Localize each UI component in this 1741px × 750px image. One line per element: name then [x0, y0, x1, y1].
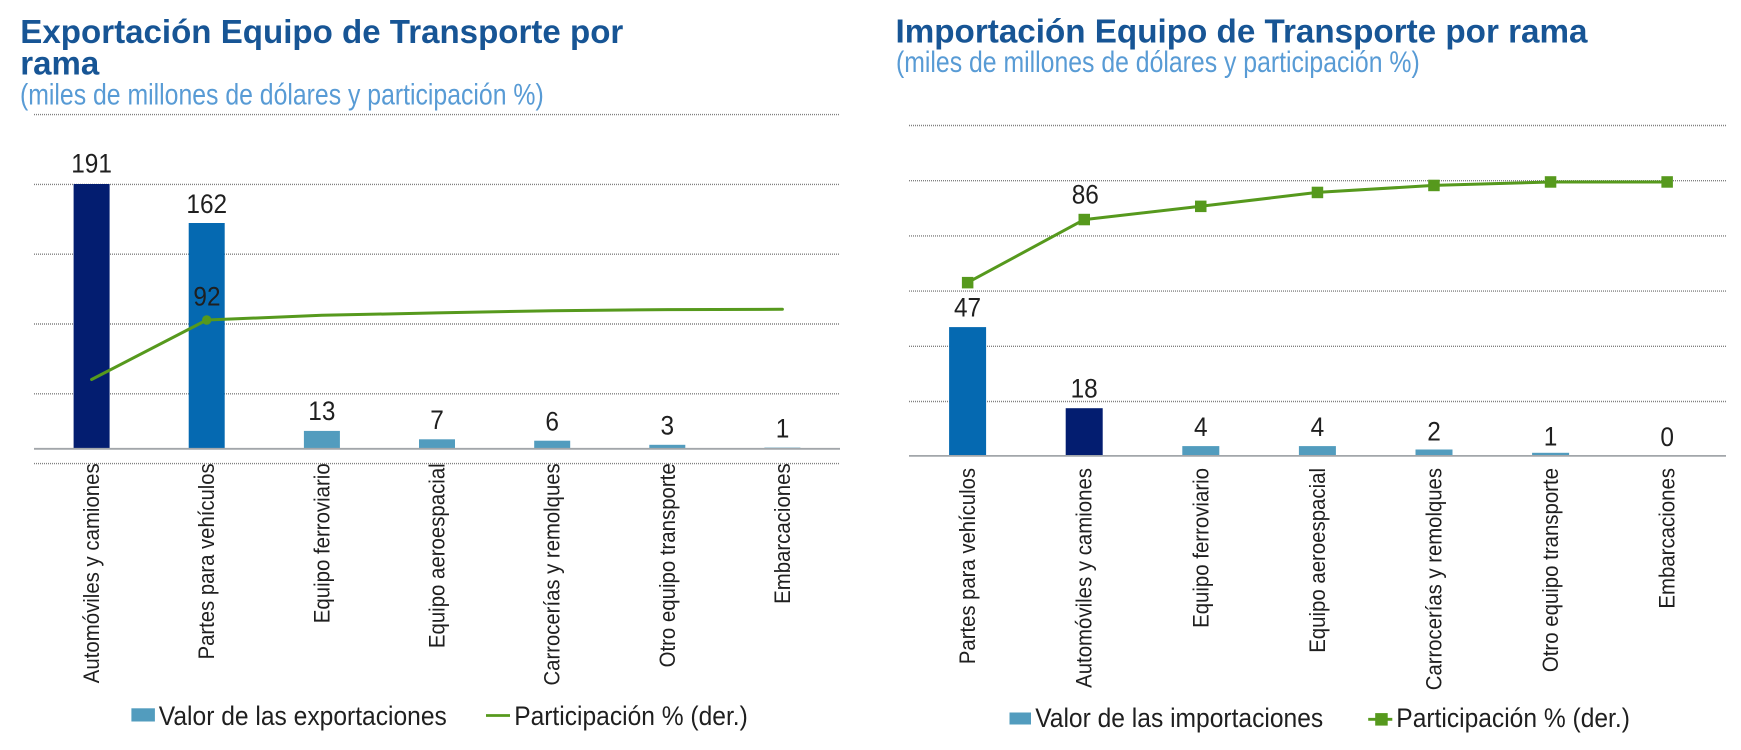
svg-text:6: 6 [545, 406, 559, 436]
svg-text:Embarcaciones: Embarcaciones [1655, 468, 1680, 609]
svg-text:2: 2 [1427, 416, 1441, 446]
svg-text:Equipo aeroespacial: Equipo aeroespacial [1305, 468, 1330, 653]
svg-text:191: 191 [71, 149, 112, 179]
svg-text:Equipo ferroviario: Equipo ferroviario [309, 463, 334, 623]
svg-text:4: 4 [1311, 412, 1325, 442]
svg-text:(miles de millones de dólares: (miles de millones de dólares y particip… [896, 46, 1420, 79]
svg-text:18: 18 [1071, 374, 1098, 404]
svg-text:Carrocerías y remolques: Carrocerías y remolques [1422, 468, 1447, 690]
svg-text:Valor de las importaciones: Valor de las importaciones [1035, 703, 1323, 733]
svg-text:162: 162 [186, 189, 227, 219]
svg-text:3: 3 [661, 411, 675, 441]
svg-text:Otro equipo transporte: Otro equipo transporte [1538, 468, 1563, 672]
svg-text:7: 7 [430, 405, 444, 435]
svg-text:Equipo aeroespacial: Equipo aeroespacial [425, 463, 450, 648]
svg-text:1: 1 [776, 413, 790, 443]
svg-text:4: 4 [1194, 412, 1208, 442]
svg-text:13: 13 [308, 396, 335, 426]
svg-text:Carrocerías y remolques: Carrocerías y remolques [540, 463, 565, 685]
svg-text:Exportación Equipo de Transpor: Exportación Equipo de Transporte por [20, 14, 623, 51]
svg-text:Participación % (der.): Participación % (der.) [1396, 703, 1630, 733]
svg-text:Partes para vehículos: Partes para vehículos [955, 468, 980, 664]
svg-text:(miles de millones de dólares: (miles de millones de dólares y particip… [20, 79, 544, 112]
svg-text:Automóviles y camiones: Automóviles y camiones [1072, 468, 1097, 688]
svg-text:47: 47 [954, 292, 981, 322]
svg-text:Automóviles y camiones: Automóviles y camiones [79, 463, 104, 683]
svg-text:rama: rama [20, 46, 99, 83]
svg-text:1: 1 [1544, 421, 1558, 451]
svg-text:Participación % (der.): Participación % (der.) [514, 701, 748, 731]
svg-text:Equipo ferroviario: Equipo ferroviario [1188, 468, 1213, 628]
svg-text:92: 92 [193, 282, 220, 312]
svg-text:86: 86 [1072, 180, 1099, 210]
svg-text:Valor de las exportaciones: Valor de las exportaciones [159, 701, 447, 731]
svg-text:Embarcaciones: Embarcaciones [770, 463, 795, 604]
svg-text:0: 0 [1660, 422, 1674, 452]
svg-text:Partes para vehículos: Partes para vehículos [194, 463, 219, 659]
svg-text:Otro equipo transporte: Otro equipo transporte [655, 463, 680, 667]
svg-text:Importación Equipo de Transpor: Importación Equipo de Transporte por ram… [896, 14, 1588, 51]
